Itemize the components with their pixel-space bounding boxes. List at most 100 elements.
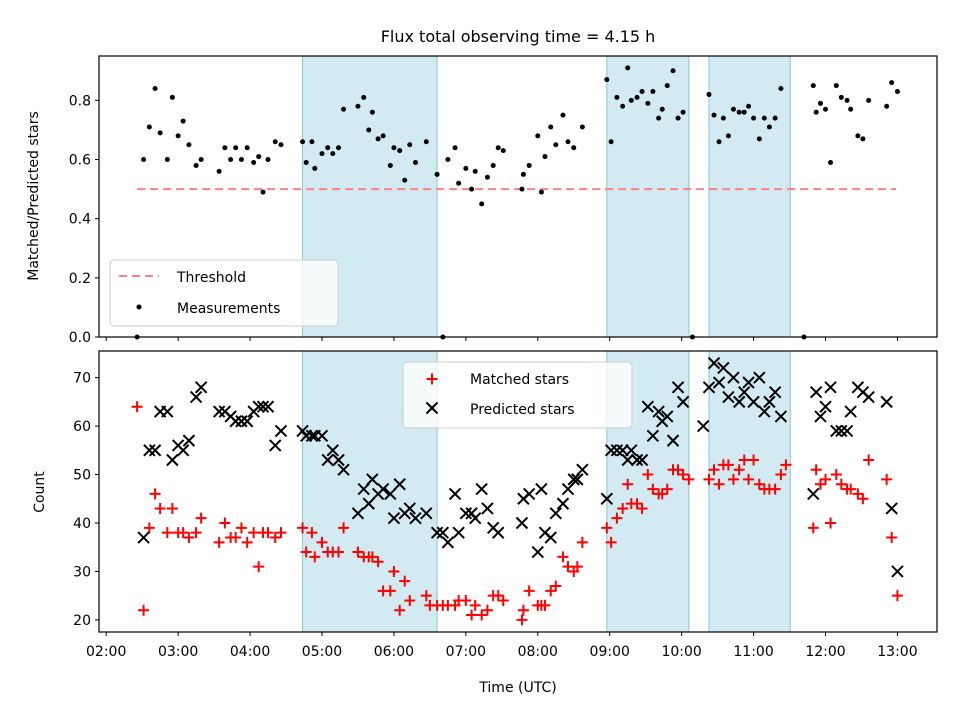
predicted-star-point: [475, 482, 488, 496]
measurement-point: [180, 118, 186, 124]
measurement-point: [866, 97, 872, 103]
matched-star-point: [300, 546, 312, 558]
measurement-point: [193, 162, 199, 168]
predicted-star-point: [182, 434, 196, 447]
measurement-point: [706, 91, 712, 97]
predicted-star-point: [448, 487, 462, 501]
matched-star-point: [404, 595, 416, 607]
predicted-star-point: [697, 419, 710, 433]
measurement-point: [319, 151, 325, 157]
measurement-point: [278, 142, 284, 148]
ratio-legend[interactable]: Threshold Measurements: [109, 259, 339, 327]
predicted-star-point: [166, 453, 179, 467]
matched-star-point: [661, 483, 673, 495]
predicted-star-point: [441, 536, 455, 549]
measurement-point: [634, 94, 640, 100]
predicted-star-point: [807, 487, 820, 501]
predicted-star-point: [522, 487, 536, 501]
measurement-point: [456, 180, 462, 186]
measurement-point: [844, 97, 850, 103]
matched-star-point: [269, 532, 281, 544]
measurement-point: [625, 65, 631, 71]
time-x-tick-label: 05:00: [302, 644, 342, 660]
matched-star-point: [863, 454, 875, 466]
matched-star-point: [703, 473, 715, 485]
predicted-star-point: [137, 531, 150, 544]
predicted-star-point: [661, 410, 674, 423]
matched-star-point: [420, 590, 432, 602]
matched-star-point: [497, 595, 509, 607]
measurement-point: [484, 174, 490, 180]
matched-star-point: [275, 527, 287, 539]
matched-star-point: [253, 561, 265, 573]
count-panel: 20 30 40 50 60 70 02:00 03:00 04:00 05:00 06:00 07…: [32, 350, 938, 696]
matched-star-point: [807, 522, 819, 534]
measurement-point: [571, 145, 577, 151]
measurement-point: [620, 103, 626, 109]
predicted-star-point: [727, 371, 740, 384]
matched-star-point: [399, 575, 411, 587]
time-x-tick-label: 03:00: [158, 644, 198, 660]
matched-star-point: [466, 609, 478, 621]
matched-star-point: [753, 478, 765, 490]
measurement-point: [402, 177, 408, 183]
measurement-point: [300, 139, 306, 145]
x-axis-label: Time (UTC): [478, 680, 556, 696]
predicted-star-point: [671, 381, 685, 394]
predicted-star-point: [844, 405, 857, 418]
legend-measurements-swatch: [136, 304, 142, 310]
matched-star-point: [891, 590, 903, 602]
matched-star-point: [769, 483, 781, 495]
count-y-tick-label: 50: [73, 468, 91, 484]
matched-star-point: [190, 527, 202, 539]
matched-star-point: [636, 502, 648, 514]
count-legend[interactable]: Matched stars Predicted stars: [402, 361, 633, 429]
measurement-point: [535, 133, 541, 139]
matched-star-point: [656, 488, 668, 500]
measurement-point: [495, 145, 501, 151]
predicted-star-point: [604, 444, 618, 457]
matched-star-point: [550, 580, 562, 592]
legend-predicted-swatch: [425, 401, 439, 415]
measurement-point: [355, 103, 361, 109]
matched-star-point: [780, 459, 792, 471]
measurement-point: [472, 168, 478, 174]
matched-star-point: [733, 464, 745, 476]
predicted-star-point: [305, 429, 319, 442]
predicted-star-point: [212, 405, 226, 418]
matched-star-point: [825, 517, 837, 529]
measurement-point: [659, 106, 665, 112]
predicted-star-point: [625, 444, 638, 457]
matched-star-point: [738, 454, 750, 466]
measurement-point: [656, 115, 662, 121]
measurement-point: [216, 168, 222, 174]
measurement-point: [548, 124, 554, 130]
matched-star-point: [481, 604, 493, 616]
matched-star-point: [611, 512, 623, 524]
matched-star-point: [219, 517, 231, 529]
predicted-star-point: [732, 395, 746, 409]
time-x-tick-label: 04:00: [230, 644, 270, 660]
legend-matched-label: Matched stars: [470, 372, 569, 388]
measurement-point: [848, 106, 854, 112]
count-y-tick-label: 30: [73, 564, 91, 580]
predicted-star-point: [742, 376, 755, 389]
matched-star-point: [683, 473, 695, 485]
measurement-point: [725, 133, 731, 139]
predicted-star-point: [351, 507, 365, 520]
measurement-point: [736, 109, 742, 115]
predicted-star-point: [880, 395, 893, 409]
predicted-star-point: [641, 400, 655, 413]
predicted-star-point: [809, 385, 823, 399]
predicted-star-point: [885, 502, 898, 515]
measurement-point: [251, 159, 257, 165]
time-x-tick-label: 08:00: [518, 644, 558, 660]
predicted-star-point: [531, 545, 544, 559]
measurement-point: [256, 154, 262, 160]
predicted-star-point: [492, 526, 505, 539]
matched-star-point: [262, 527, 274, 539]
measurement-point: [164, 157, 170, 163]
measurement-point: [756, 136, 762, 142]
matched-star-point: [394, 604, 406, 616]
